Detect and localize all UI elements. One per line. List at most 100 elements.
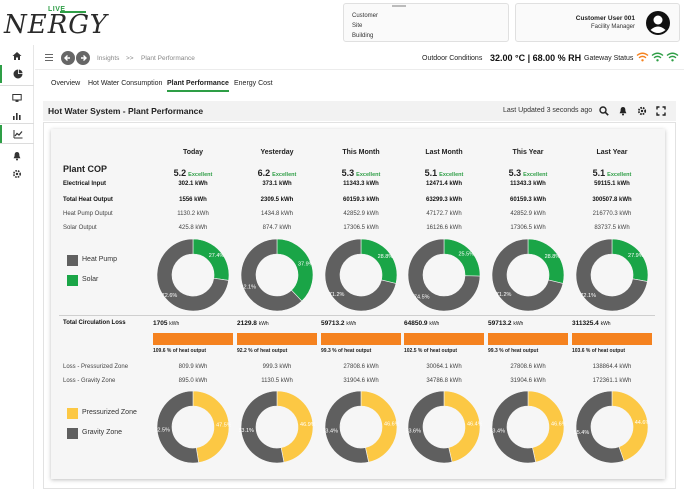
user-panel[interactable]: Customer User 001 Facility Manager [515,3,680,42]
zone-donut[interactable]: 46.6% 53.4% [490,389,566,465]
pressurized-slice[interactable] [360,390,398,463]
gravity-slice[interactable] [575,390,625,464]
output-donut[interactable]: 28.8% 71.2% [490,237,566,313]
circulation-loss-unit: kWh [513,321,524,327]
cop-number: 5.2 [173,168,187,178]
legend-gravity: Gravity Zone [82,429,123,436]
pressurized-slice[interactable] [192,390,230,463]
loss-pressurized-value: 30064.1 kWh [426,364,462,370]
solar-slice[interactable] [443,238,481,277]
legend-pressurized: Pressurized Zone [82,409,137,416]
forward-button[interactable] [76,51,90,65]
arrow-right-icon [81,55,87,61]
solar-slice[interactable] [527,238,565,284]
last-updated: Last Updated 3 seconds ago [503,107,593,114]
search-icon[interactable] [599,106,609,116]
output-donut[interactable]: 28.8% 71.2% [323,237,399,313]
gravity-slice[interactable] [156,390,199,464]
cop-value: 6.2 Excellent [232,163,322,181]
legend-solar-swatch [67,275,78,286]
pressurized-slice[interactable] [527,390,565,463]
home-icon [12,52,22,60]
cop-number: 6.2 [257,168,271,178]
electrical-input-value: 59115.1 kWh [594,181,630,187]
zone-donut[interactable]: 47.5% 52.5% [155,389,231,465]
zone-donut[interactable]: 44.6% 55.4% [574,389,650,465]
section-divider [59,315,655,316]
gravity-slice-label: 53.1% [239,428,254,434]
loss-gravity-value: 1130.5 kWh [261,378,293,384]
pressurized-slice[interactable] [276,390,314,463]
total-heat-output-value: 63299.3 kWh [425,197,463,203]
output-donut[interactable]: 27.4% 72.6% [155,237,231,313]
cop-rating-badge: Excellent [607,172,632,178]
location-building[interactable]: Building [352,33,374,39]
solar-slice[interactable] [192,238,230,281]
legend-gravity-swatch [67,428,78,439]
legend-heat-pump-swatch [67,255,78,266]
solar-slice[interactable] [360,238,398,284]
heat-pump-slice[interactable] [575,238,648,312]
heat-pump-output-value: 42852.9 kWh [343,211,379,217]
output-donut[interactable]: 25.5% 74.5% [406,237,482,313]
sidebar-item-alerts[interactable] [0,147,34,165]
sidebar-item-home[interactable] [0,47,34,65]
cop-number: 5.3 [508,168,522,178]
bell-icon[interactable] [618,106,628,116]
tab-energy-cost[interactable]: Energy Cost [234,80,273,87]
fullscreen-icon[interactable] [656,106,666,116]
gravity-slice[interactable] [407,390,453,464]
sidebar-item-insights[interactable] [0,65,34,83]
loss-bar [488,333,568,345]
column-header: This Month [342,149,380,156]
heat-pump-slice[interactable] [491,238,564,312]
gateway-status-label: Gateway Status [584,55,634,62]
pressurized-slice-label: 46.9% [300,422,315,428]
tab-hot-water-consumption[interactable]: Hot Water Consumption [88,80,163,87]
tab-plant-performance[interactable]: Plant Performance [167,80,229,92]
circulation-loss-value: 59713.2 kWh [488,320,523,327]
plant-cop-label: Plant COP [63,164,108,174]
solar-slice[interactable] [611,238,649,282]
user-role: Facility Manager [590,24,635,30]
heat-pump-slice[interactable] [156,238,229,312]
drag-handle-icon[interactable] [392,5,406,7]
sidebar-item-settings[interactable] [0,165,34,183]
heat-pump-slice[interactable] [324,238,397,312]
zone-donut[interactable]: 46.4% 53.6% [406,389,482,465]
location-customer[interactable]: Customer [352,13,379,19]
pressurized-slice[interactable] [611,390,649,462]
gravity-slice[interactable] [240,390,285,464]
output-donut[interactable]: 27.9% 72.1% [574,237,650,313]
location-site[interactable]: Site [352,23,363,29]
brand-underline [60,11,86,13]
circulation-loss-number: 64850.9 [404,320,428,327]
cop-value: 5.3 Excellent [316,163,406,181]
solar-slice[interactable] [276,238,314,302]
section-header: Hot Water System - Plant Performance Las… [43,101,676,121]
heat-pump-slice[interactable] [407,238,481,312]
back-button[interactable] [61,51,75,65]
avatar-icon[interactable] [645,10,671,36]
zone-donut[interactable]: 46.9% 53.1% [239,389,315,465]
menu-icon[interactable] [45,54,53,61]
sidebar-item-reports[interactable] [0,107,34,125]
cop-number: 5.1 [424,168,438,178]
pressurized-slice-label: 46.6% [551,422,566,428]
breadcrumb-insights[interactable]: Insights [97,55,120,62]
electrical-input-label: Electrical Input [63,181,107,187]
sidebar [0,45,34,489]
loss-gravity-value: 31904.6 kWh [510,378,546,384]
loss-percent-label: 99.3 % of heat output [488,348,539,354]
outdoor-conditions-value: 32.00 °C | 68.00 % RH [490,53,582,63]
tab-overview[interactable]: Overview [51,80,81,87]
output-donut[interactable]: 37.9% 62.1% [239,237,315,313]
gravity-slice[interactable] [491,390,536,464]
heat-pump-slice[interactable] [240,238,303,312]
zone-donut[interactable]: 46.6% 53.4% [323,389,399,465]
gravity-slice[interactable] [324,390,369,464]
sidebar-item-trends[interactable] [0,125,34,143]
gear-icon[interactable] [637,106,647,116]
location-selector[interactable]: Customer Site Building [343,3,509,42]
sidebar-item-monitor[interactable] [0,89,34,107]
